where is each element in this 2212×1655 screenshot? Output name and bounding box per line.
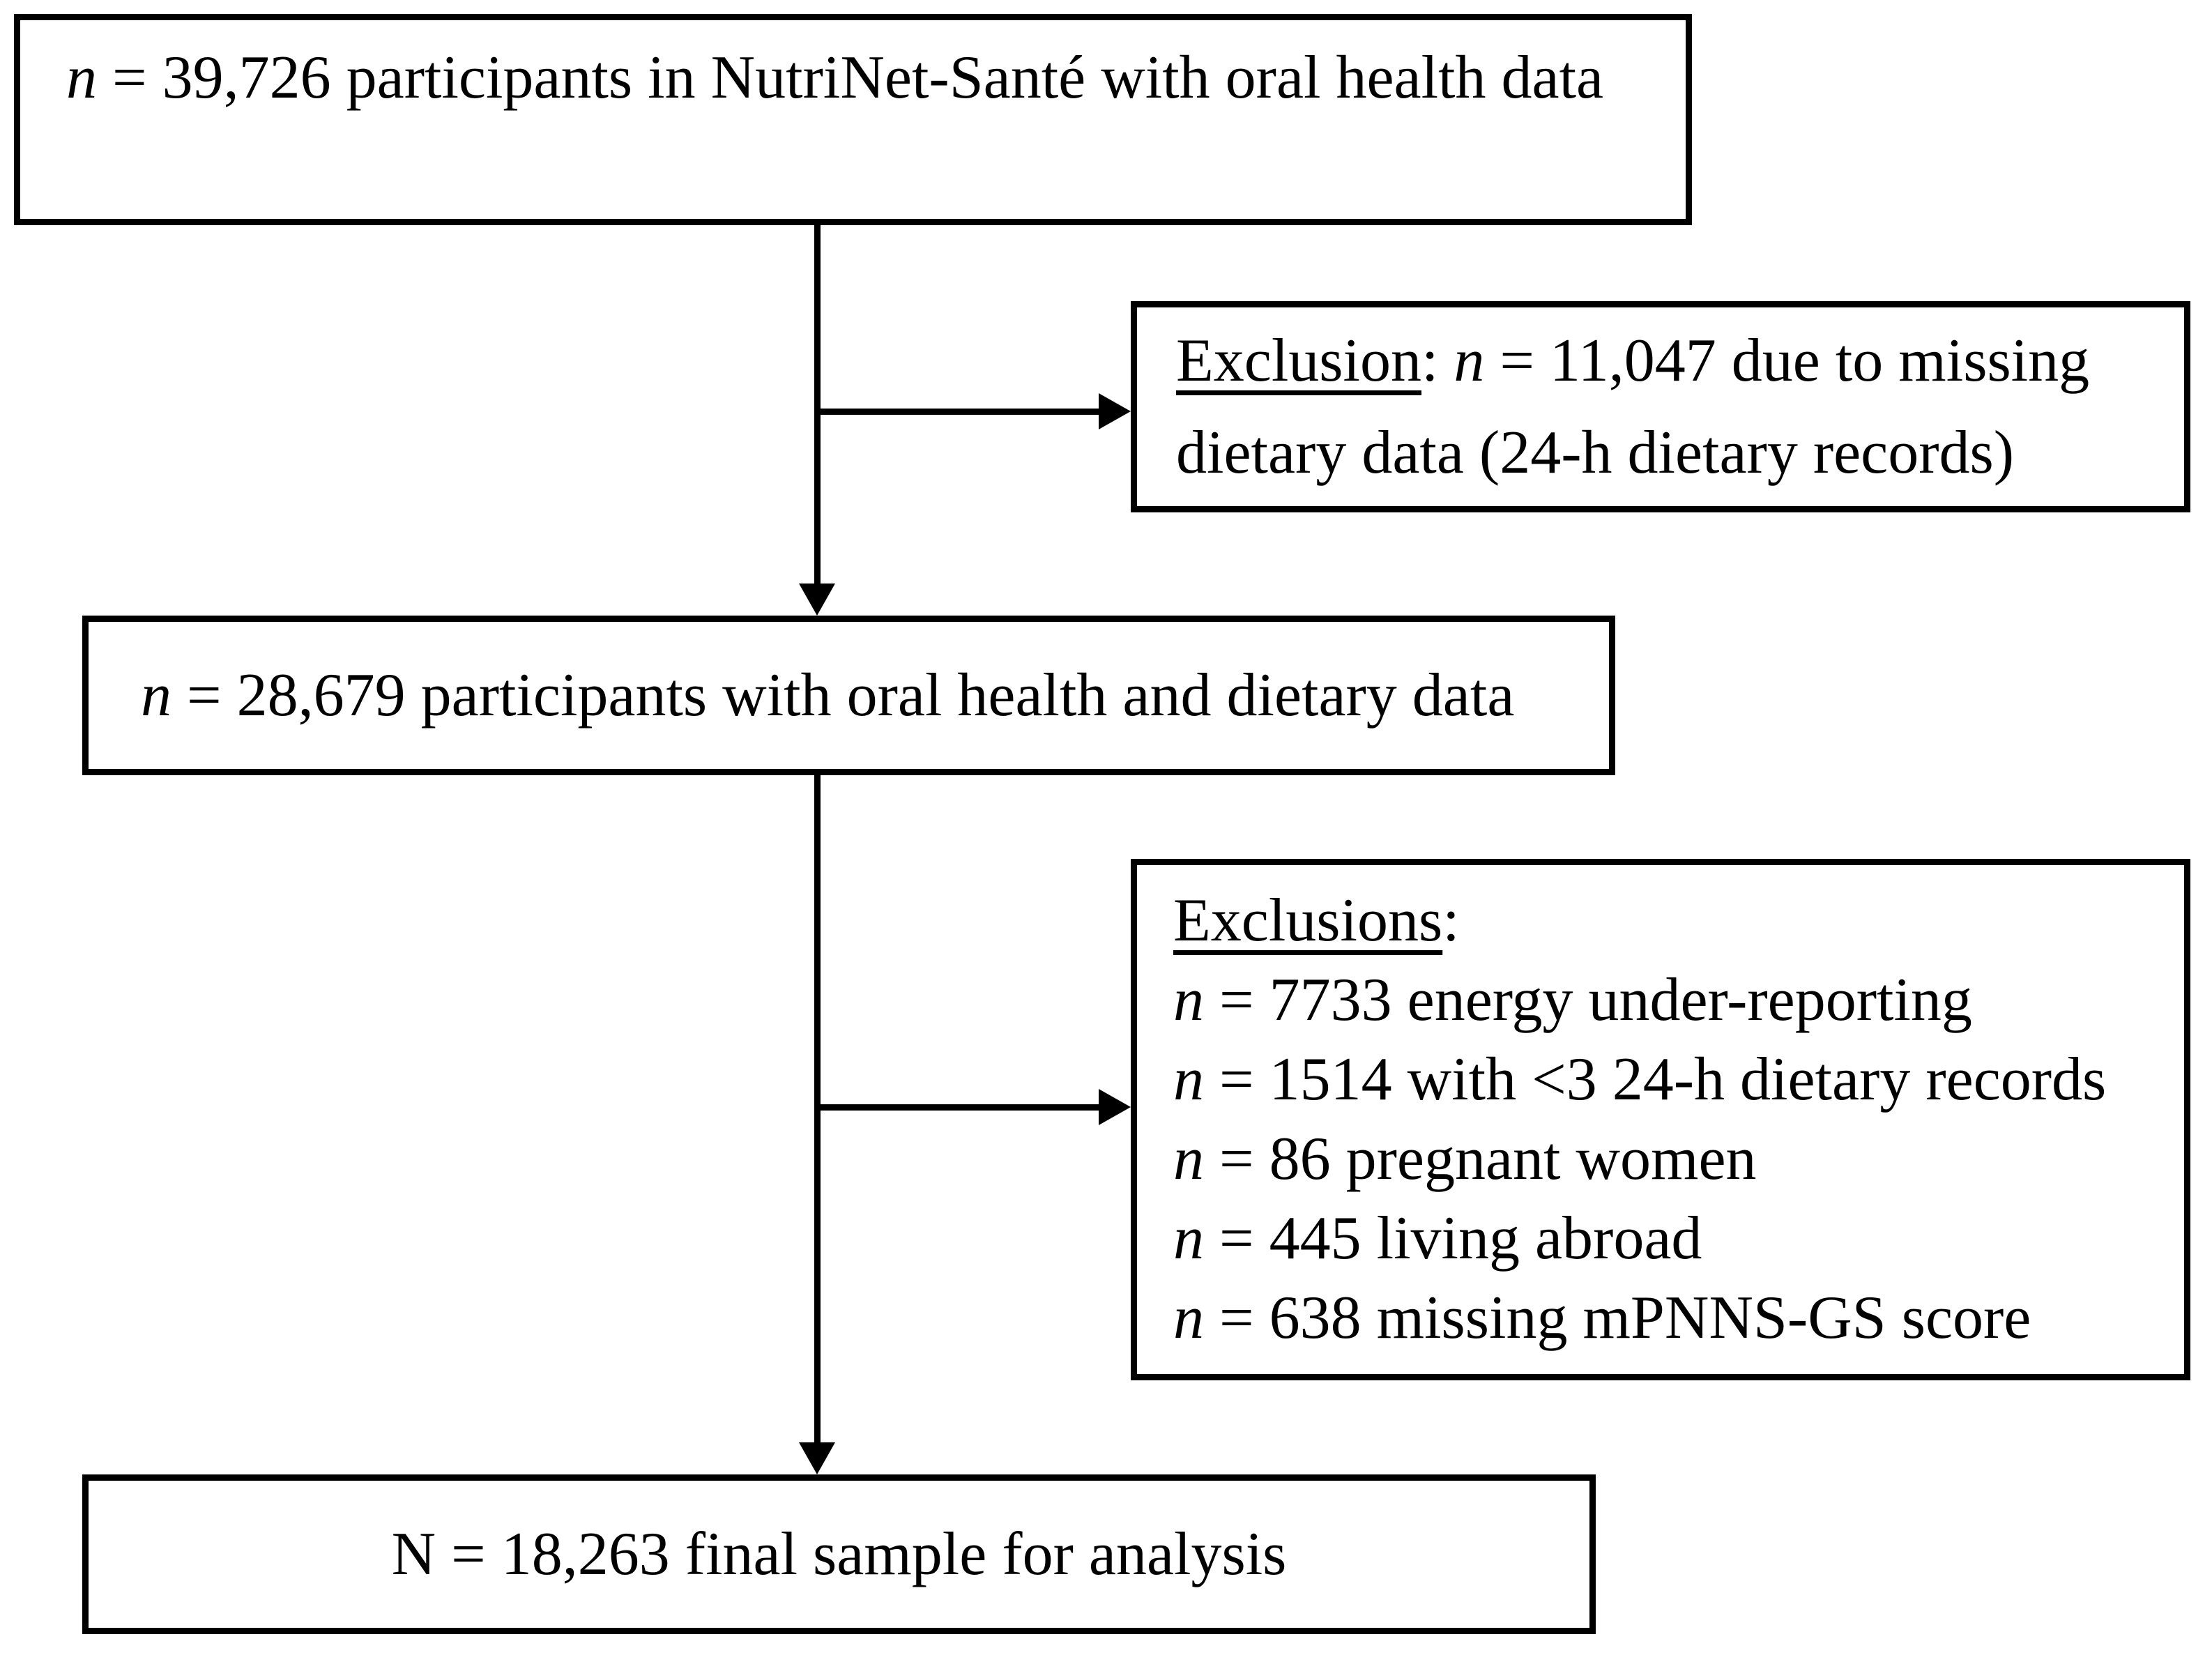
box-final-sample: N = 18,263 final sample for analysis	[82, 1474, 1596, 1634]
italic-n: n	[1173, 1046, 1204, 1113]
italic-n: n	[1454, 326, 1485, 395]
arrowhead-down-icon	[799, 1442, 835, 1474]
exclusion-item-records: n = 1514 with <3 24-h dietary records	[1173, 1040, 2163, 1120]
italic-n: n	[1173, 1125, 1204, 1193]
final-sample-rest: = 18,263 final sample for analysis	[436, 1520, 1287, 1588]
arrowhead-right-icon	[1099, 1089, 1131, 1125]
exclusion-dietary-line1: Exclusion: n = 11,047 due to missing	[1176, 315, 2163, 407]
cohort-with-diet-rest: = 28,679 participants with oral health a…	[171, 661, 1515, 729]
exclusion-item-text: = 86 pregnant women	[1204, 1125, 1757, 1193]
connector-horizontal-exclusion1	[817, 409, 1104, 415]
box-cohort-with-diet: n = 28,679 participants with oral health…	[82, 616, 1615, 775]
italic-n: n	[1173, 1205, 1204, 1272]
cohort-initial-rest: = 39,726 participants in NutriNet-Santé …	[97, 44, 1604, 112]
exclusions-heading: Exclusions	[1173, 887, 1443, 954]
exclusion-item-text: = 7733 energy under-reporting	[1204, 966, 1972, 1034]
connector-vertical-top	[814, 223, 821, 589]
box-exclusion-dietary: Exclusion: n = 11,047 due to missing die…	[1131, 301, 2190, 512]
exclusion-item-text: = 1514 with <3 24-h dietary records	[1204, 1046, 2107, 1113]
exclusion-item-abroad: n = 445 living abroad	[1173, 1199, 2163, 1279]
exclusion-dietary-line2: dietary data (24-h dietary records)	[1176, 407, 2163, 499]
italic-n: n	[141, 661, 171, 729]
final-sample-text: N = 18,263 final sample for analysis	[102, 1515, 1576, 1594]
arrowhead-right-icon	[1099, 393, 1131, 429]
arrowhead-down-icon	[799, 584, 835, 616]
exclusion-heading: Exclusion	[1176, 326, 1421, 395]
exclusion-item-pregnant: n = 86 pregnant women	[1173, 1120, 2163, 1199]
exclusion-separator: :	[1421, 326, 1454, 395]
italic-n: n	[1173, 1284, 1204, 1352]
cohort-with-diet-text: n = 28,679 participants with oral health…	[141, 656, 1581, 735]
exclusion-item-text: = 445 living abroad	[1204, 1205, 1702, 1272]
exclusions-heading-line: Exclusions:	[1173, 881, 2163, 961]
italic-n: n	[1173, 966, 1204, 1034]
exclusion-dietary-rest: = 11,047 due to missing	[1484, 326, 2090, 395]
capital-n: N	[391, 1520, 436, 1588]
box-exclusions-list: Exclusions: n = 7733 energy under-report…	[1131, 859, 2190, 1380]
exclusions-separator: :	[1442, 887, 1460, 954]
exclusion-item-text: = 638 missing mPNNS-GS score	[1204, 1284, 2031, 1352]
italic-n: n	[66, 44, 97, 112]
exclusion-item-energy: n = 7733 energy under-reporting	[1173, 961, 2163, 1040]
connector-horizontal-exclusion2	[817, 1104, 1104, 1111]
box-cohort-initial: n = 39,726 participants in NutriNet-Sant…	[14, 14, 1692, 225]
exclusion-dietary-line2-text: dietary data (24-h dietary records)	[1176, 418, 2015, 487]
exclusion-item-mpnns: n = 638 missing mPNNS-GS score	[1173, 1279, 2163, 1358]
cohort-initial-text: n = 39,726 participants in NutriNet-Sant…	[66, 38, 1658, 118]
